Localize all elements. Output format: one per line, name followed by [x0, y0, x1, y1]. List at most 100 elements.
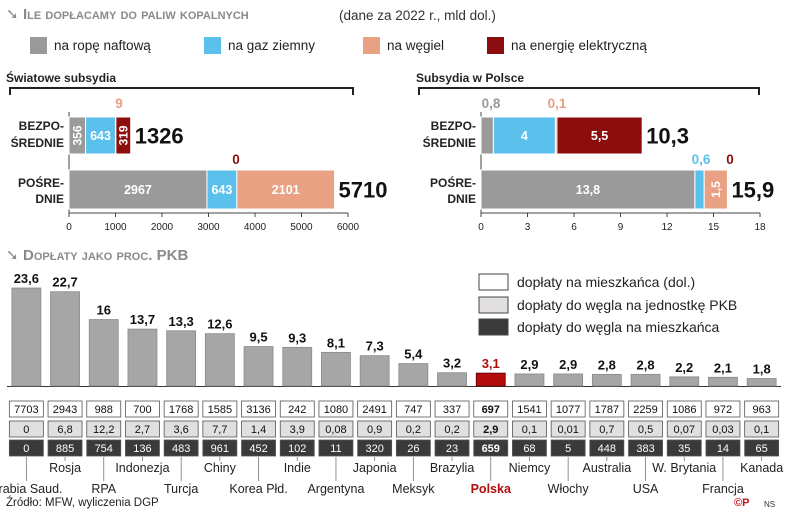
segment-value-label: 356 — [70, 125, 84, 145]
pkb-value-label: 23,6 — [14, 271, 39, 286]
table-cell — [589, 400, 625, 418]
x-tick-label: 12 — [661, 222, 673, 233]
table-cell — [241, 439, 276, 457]
table-cell-value: 136 — [133, 443, 151, 455]
pkb-bar — [708, 376, 738, 387]
pkb-value-label: 16 — [97, 303, 111, 318]
country-label: Australia — [583, 461, 632, 475]
table-cell — [628, 400, 663, 418]
table-cell — [202, 420, 238, 438]
table-legend-swatch — [478, 318, 509, 336]
table-cell — [163, 400, 199, 418]
page-subtitle: (dane za 2022 r., mld dol.) — [339, 8, 496, 23]
table-cell — [512, 439, 547, 457]
poland-section-title: Subsydia w Polsce — [416, 71, 525, 85]
table-cell — [125, 420, 160, 438]
x-tick-label: 5000 — [290, 222, 313, 233]
table-cell — [47, 420, 83, 438]
table-cell-value: 1768 — [169, 404, 193, 416]
table-cell — [666, 439, 702, 457]
table-cell-value: 1585 — [208, 404, 232, 416]
country-label: Włochy — [548, 482, 590, 496]
table-cell-value: 2943 — [53, 404, 77, 416]
table-cell-value: 483 — [172, 443, 190, 455]
table-cell-value: 0,1 — [754, 424, 769, 436]
table-cell — [86, 420, 122, 438]
table-cell — [318, 439, 354, 457]
table-cell-value: 23 — [446, 443, 458, 455]
table-cell-value: 12,2 — [93, 424, 114, 436]
pkb-value-label: 1,8 — [753, 362, 771, 377]
pkb-bar — [475, 372, 506, 387]
pkb-value-label: 3,2 — [443, 356, 461, 371]
table-cell-value: 0,7 — [599, 424, 614, 436]
legend-swatch — [30, 37, 47, 54]
pkb-arrow-icon: ➘ — [6, 247, 19, 264]
table-cell-value: 35 — [678, 443, 690, 455]
bar-segment — [480, 169, 696, 210]
table-cell — [434, 439, 470, 457]
table-cell — [434, 420, 470, 438]
table-cell — [744, 439, 780, 457]
country-label: Niemcy — [509, 461, 551, 475]
table-legend-swatch — [478, 273, 509, 291]
pkb-value-label: 2,9 — [559, 357, 577, 372]
table-cell-value: 1,4 — [251, 424, 266, 436]
table-cell-value: 68 — [523, 443, 535, 455]
table-cell-value: 5 — [565, 443, 571, 455]
x-tick-label: 0 — [66, 222, 72, 233]
table-legend-label: dopłaty do węgla na mieszkańca — [517, 319, 720, 335]
x-tick-label: 2000 — [151, 222, 174, 233]
country-label: Korea Płd. — [229, 482, 287, 496]
table-cell — [705, 420, 741, 438]
bar-total-label: 1326 — [135, 124, 184, 149]
pkb-bar — [591, 373, 622, 387]
table-cell-value: 1787 — [595, 404, 619, 416]
table-cell-value: 26 — [407, 443, 419, 455]
x-tick-label: 15 — [708, 222, 720, 233]
table-cell — [512, 420, 547, 438]
table-cell-value: 6,8 — [57, 424, 72, 436]
table-cell-value: 961 — [211, 443, 229, 455]
table-cell-value: 2,7 — [135, 424, 150, 436]
pkb-bar — [669, 376, 700, 387]
pkb-bar — [88, 319, 119, 387]
table-cell-value: 747 — [404, 404, 422, 416]
table-cell-value: 963 — [752, 404, 770, 416]
pkb-value-label: 2,2 — [675, 360, 693, 375]
table-cell — [241, 420, 276, 438]
page-title: Ile dopłacamy do paliw kopalnych — [23, 6, 249, 23]
pkb-bar — [243, 346, 274, 387]
table-cell-value: 0,07 — [674, 424, 695, 436]
country-label: Polska — [471, 482, 512, 496]
table-cell — [744, 420, 780, 438]
segment-value-label: 1,5 — [709, 181, 723, 198]
source-note: Źródło: MFW, wyliczenia DGP — [6, 497, 159, 509]
section-bracket — [9, 87, 354, 95]
pkb-bar — [11, 287, 42, 387]
table-cell — [125, 439, 160, 457]
pkb-value-label: 2,1 — [714, 360, 732, 375]
table-legend-label: dopłaty na mieszkańca (dol.) — [517, 274, 695, 290]
pkb-bar — [553, 373, 584, 387]
table-cell-value: 0,1 — [522, 424, 537, 436]
legend-label: na energię elektryczną — [511, 38, 647, 53]
table-cell-value: 697 — [482, 404, 500, 416]
table-cell-value: 0,03 — [712, 424, 733, 436]
publisher-logo: ©P — [734, 497, 750, 509]
country-label: Meksyk — [392, 482, 435, 496]
table-cell-value: 988 — [95, 404, 113, 416]
table-cell — [550, 439, 586, 457]
table-cell-value: 972 — [714, 404, 732, 416]
table-cell-value: 1080 — [324, 404, 348, 416]
segment-value-label: 13,8 — [576, 183, 600, 197]
table-cell — [628, 439, 663, 457]
category-label: POŚRE- — [430, 175, 476, 190]
table-cell — [241, 400, 276, 418]
bar-segment — [492, 116, 556, 155]
table-cell-value: 0,2 — [406, 424, 421, 436]
pkb-section-title: Dopłaty jako proc. PKB — [23, 247, 189, 264]
